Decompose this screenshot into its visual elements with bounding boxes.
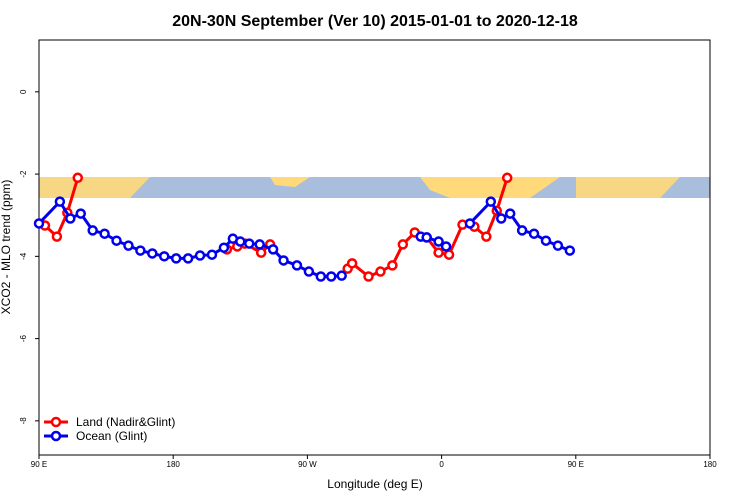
legend-marker xyxy=(50,430,62,442)
data-point xyxy=(464,218,476,229)
data-point xyxy=(303,266,315,277)
chart-title: 20N-30N September (Ver 10) 2015-01-01 to… xyxy=(172,13,578,30)
data-point xyxy=(99,228,110,239)
data-point xyxy=(516,225,528,236)
y-tick-label: 0 xyxy=(19,89,28,94)
data-point xyxy=(421,232,432,243)
data-point xyxy=(51,231,63,242)
data-point xyxy=(433,236,444,247)
data-point xyxy=(206,249,218,260)
data-point xyxy=(72,172,84,184)
x-tick-label: 0 xyxy=(439,460,444,469)
data-point xyxy=(33,218,45,229)
x-axis-label: Longitude (deg E) xyxy=(327,477,422,491)
data-point xyxy=(481,231,492,242)
data-point xyxy=(552,240,564,251)
data-point xyxy=(440,241,452,252)
data-point xyxy=(87,225,98,236)
data-point xyxy=(315,271,327,282)
data-point xyxy=(291,260,303,271)
data-point xyxy=(243,238,255,249)
data-point xyxy=(495,213,507,224)
data-point xyxy=(443,249,455,260)
data-point xyxy=(54,196,66,207)
data-point xyxy=(65,213,76,224)
y-tick-label: -6 xyxy=(19,335,28,343)
data-point xyxy=(504,208,516,219)
data-point xyxy=(267,244,279,255)
data-point xyxy=(433,247,444,258)
x-tick-label: 180 xyxy=(703,460,717,469)
data-point xyxy=(111,235,122,246)
legend-marker xyxy=(50,416,62,428)
data-point xyxy=(235,236,246,247)
y-tick-label: -8 xyxy=(19,417,28,425)
legend-label: Ocean (Glint) xyxy=(76,429,147,443)
data-point xyxy=(182,253,194,264)
legend-label: Land (Nadir&Glint) xyxy=(76,415,175,429)
data-point xyxy=(278,255,289,266)
data-point xyxy=(326,271,337,282)
data-point xyxy=(194,250,206,261)
y-tick-label: -2 xyxy=(19,170,28,178)
data-point xyxy=(540,235,552,246)
data-point xyxy=(170,253,182,264)
data-point xyxy=(564,245,576,256)
data-point xyxy=(387,260,398,271)
x-tick-label: 90 E xyxy=(568,460,584,469)
data-point xyxy=(336,270,347,281)
x-tick-label: 180 xyxy=(167,460,181,469)
data-point xyxy=(135,245,146,256)
x-tick-label: 90 W xyxy=(298,460,317,469)
y-axis-label: XCO2 - MLO trend (ppm) xyxy=(0,180,13,315)
data-point xyxy=(528,228,540,239)
data-point xyxy=(159,251,170,262)
data-point xyxy=(75,208,87,219)
x-tick-label: 90 E xyxy=(31,460,47,469)
data-point xyxy=(255,247,267,258)
data-point xyxy=(485,196,497,207)
data-point xyxy=(254,239,265,250)
y-tick-label: -4 xyxy=(19,252,28,260)
data-point xyxy=(501,172,513,184)
data-point xyxy=(147,248,158,259)
map-strip xyxy=(39,177,710,198)
data-point xyxy=(397,239,409,250)
data-point xyxy=(218,242,230,253)
data-point xyxy=(346,258,358,269)
plot-frame xyxy=(38,39,711,456)
data-point xyxy=(363,271,374,282)
data-point xyxy=(123,240,134,251)
data-point xyxy=(375,266,386,277)
